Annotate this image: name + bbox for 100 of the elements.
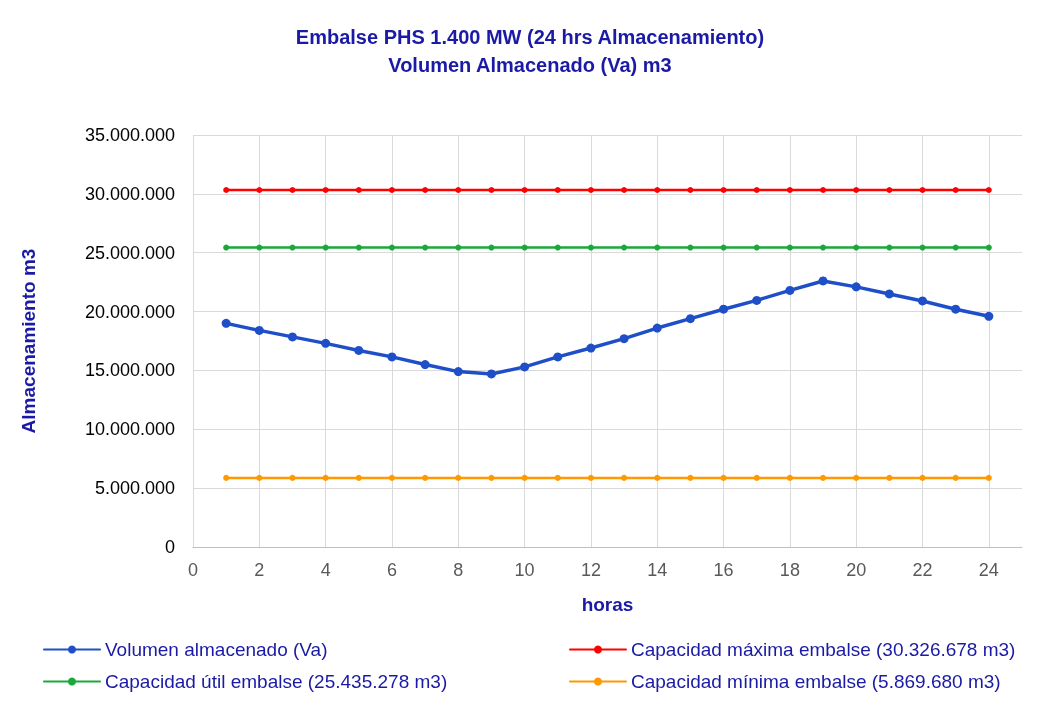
y-tick-label: 0 [164, 537, 175, 557]
y-tick-label: 5.000.000 [94, 478, 175, 499]
point [521, 244, 528, 251]
point [886, 244, 893, 251]
point [851, 282, 861, 292]
x-tick-label: 18 [779, 560, 800, 580]
x-tick-label: 22 [912, 560, 933, 580]
point [985, 187, 992, 194]
legend-label: Capacidad mínima embalse (5.869.680 m3) [631, 671, 1001, 692]
point [355, 474, 362, 481]
point [621, 187, 628, 194]
chart-subtitle: Volumen Almacenado (Va) m3 [388, 54, 672, 76]
x-tick-label: 4 [320, 560, 331, 580]
point [388, 244, 395, 251]
point [355, 244, 362, 251]
point [652, 323, 662, 333]
point [486, 369, 496, 379]
point [254, 325, 264, 335]
point [221, 318, 231, 328]
point [952, 474, 959, 481]
point [586, 343, 596, 353]
point [223, 187, 230, 194]
point [322, 474, 329, 481]
point [387, 352, 397, 362]
point [455, 244, 462, 251]
point [886, 187, 893, 194]
point [553, 352, 563, 362]
x-tick-label: 24 [978, 560, 999, 580]
y-tick-label: 35.000.000 [84, 125, 175, 145]
point [453, 367, 463, 377]
point [853, 474, 860, 481]
point [256, 244, 263, 251]
point [488, 474, 495, 481]
point [687, 474, 694, 481]
x-tick-label: 14 [647, 560, 668, 580]
point [455, 474, 462, 481]
point [853, 187, 860, 194]
point [455, 187, 462, 194]
point [322, 187, 329, 194]
point [587, 474, 594, 481]
point [388, 474, 395, 481]
x-tick-label: 2 [254, 560, 265, 580]
point [786, 187, 793, 194]
point [289, 187, 296, 194]
point [820, 244, 827, 251]
x-tick-label: 6 [386, 560, 397, 580]
point [587, 187, 594, 194]
point [654, 244, 661, 251]
point [321, 338, 331, 348]
point [687, 187, 694, 194]
point [786, 244, 793, 251]
point [820, 187, 827, 194]
point [919, 474, 926, 481]
point [521, 187, 528, 194]
point [720, 187, 727, 194]
point [420, 360, 430, 370]
point [951, 304, 961, 314]
x-tick-label: 12 [580, 560, 601, 580]
point [818, 276, 828, 286]
point [355, 187, 362, 194]
point [884, 289, 894, 299]
legend-label: Capacidad útil embalse (25.435.278 m3) [105, 671, 448, 692]
point [853, 244, 860, 251]
y-tick-label: 15.000.000 [84, 360, 175, 381]
point [752, 295, 762, 305]
point [619, 334, 629, 344]
point [720, 244, 727, 251]
point [488, 244, 495, 251]
point [886, 474, 893, 481]
point [422, 187, 429, 194]
point [952, 244, 959, 251]
point [289, 244, 296, 251]
point [488, 187, 495, 194]
legend-label: Volumen almacenado (Va) [105, 639, 328, 660]
point [521, 474, 528, 481]
point [786, 474, 793, 481]
point [554, 474, 561, 481]
x-tick-label: 8 [453, 560, 464, 580]
point [919, 187, 926, 194]
point [984, 311, 994, 321]
point [753, 187, 760, 194]
chart-title: Embalse PHS 1.400 MW (24 hrs Almacenamiento) [295, 26, 765, 48]
point [654, 187, 661, 194]
point [422, 244, 429, 251]
point [223, 244, 230, 251]
point [785, 285, 795, 295]
point [753, 474, 760, 481]
y-axis-title: Almacenamiento m3 [18, 248, 39, 434]
point [719, 304, 729, 314]
point [289, 474, 296, 481]
point [354, 345, 364, 355]
x-tick-label: 10 [514, 560, 535, 580]
point [685, 314, 695, 324]
point [422, 474, 429, 481]
y-tick-label: 10.000.000 [84, 419, 175, 440]
x-tick-label: 0 [187, 560, 199, 580]
point [587, 244, 594, 251]
point [687, 244, 694, 251]
x-tick-label: 16 [713, 560, 734, 580]
point [554, 244, 561, 251]
